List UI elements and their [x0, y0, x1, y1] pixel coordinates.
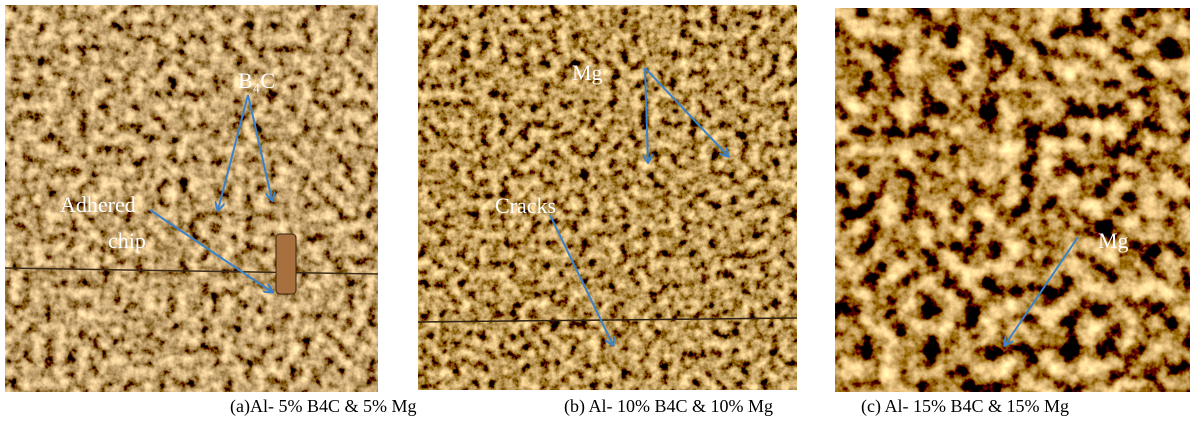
caption: (a)Al- 5% B4C & 5% Mg [230, 396, 416, 417]
panel-b: Mg Cracks [418, 5, 797, 390]
panel-a: B₄C Adhered chip [5, 5, 378, 392]
annotation: Cracks [495, 193, 556, 218]
caption: (b) Al- 10% B4C & 10% Mg [564, 396, 773, 417]
annotation: Mg [1098, 228, 1129, 253]
annotation: Adhered [60, 192, 136, 217]
annotation: chip [108, 228, 146, 253]
panel-c: Mg [835, 8, 1190, 392]
annotation: Mg [572, 60, 603, 85]
adhered-chip [276, 234, 296, 294]
caption: (c) Al- 15% B4C & 15% Mg [861, 396, 1069, 417]
annotation: B₄C [238, 68, 275, 93]
figure: B₄C Adhered chip Mg Cracks Mg (a)Al- 5% … [0, 0, 1195, 421]
